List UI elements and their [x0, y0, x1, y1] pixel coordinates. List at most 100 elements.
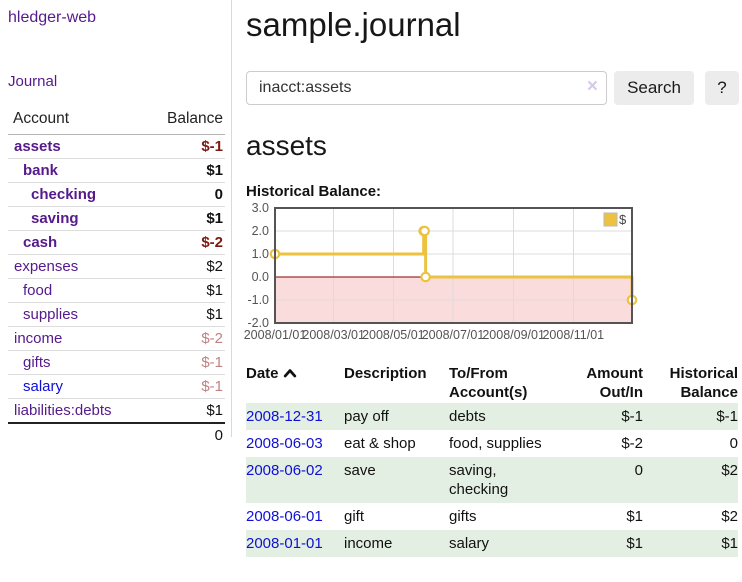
- register-header-amount: Amount Out/In: [586, 365, 643, 401]
- sidebar-account-row: income $-2: [8, 327, 225, 351]
- sidebar-account-gifts[interactable]: gifts: [23, 354, 51, 371]
- account-balance-value: 0: [214, 186, 223, 203]
- register-header-row: Date Description To/From Account(s) Amou…: [246, 363, 738, 403]
- data-point-marker: [420, 271, 431, 283]
- y-tick-label: -2.0: [247, 316, 269, 330]
- transaction-date-link[interactable]: 2008-06-03: [246, 435, 323, 452]
- account-balance-value: $1: [206, 402, 223, 419]
- sidebar-account-salary[interactable]: salary: [23, 378, 64, 395]
- account-balance-value: $-1: [201, 378, 223, 395]
- main-content: sample.journal × Search ? assets Histori…: [232, 0, 741, 557]
- legend-swatch: [603, 212, 618, 227]
- account-balance-value: $1: [206, 210, 223, 227]
- account-balance-value: $1: [206, 282, 223, 299]
- x-tick-label: 2008/05/01: [362, 328, 425, 342]
- sidebar-account-cash[interactable]: cash: [23, 234, 58, 251]
- sidebar-account-saving[interactable]: saving: [31, 210, 79, 227]
- sidebar: hledger-web Journal Account Balance asse…: [0, 0, 232, 444]
- sidebar-account-assets[interactable]: assets: [14, 138, 61, 155]
- register-row: 2008-12-31 pay off debts $-1 $-1: [246, 403, 738, 430]
- transaction-balance: 0: [729, 435, 738, 452]
- transaction-balance: $2: [643, 457, 738, 503]
- search-input[interactable]: [246, 71, 607, 105]
- transaction-accounts: salary: [449, 530, 559, 557]
- transaction-description: pay off: [344, 403, 449, 430]
- y-tick-label: 1.0: [252, 247, 269, 261]
- sidebar-account-food[interactable]: food: [23, 282, 53, 299]
- account-balance-value: $1: [206, 306, 223, 323]
- sidebar-account-row: food $1: [8, 279, 225, 303]
- sidebar-account-row: expenses $2: [8, 255, 225, 279]
- transaction-balance: $2: [721, 508, 738, 525]
- sidebar-account-bank[interactable]: bank: [23, 162, 59, 179]
- app-brand-link[interactable]: hledger-web: [8, 9, 97, 26]
- transaction-amount: $1: [626, 508, 643, 525]
- register-header-accounts: To/From Account(s): [449, 365, 528, 401]
- transaction-amount: $-1: [559, 403, 643, 430]
- register-row: 2008-06-03 eat & shop food, supplies $-2 0: [246, 430, 738, 457]
- sidebar-account-row: assets $-1: [8, 135, 225, 159]
- register-header-description: Description: [344, 365, 427, 382]
- sidebar-account-liabilities-debts[interactable]: liabilities:debts: [14, 402, 112, 419]
- sidebar-account-row: bank $1: [8, 159, 225, 183]
- sidebar-account-checking[interactable]: checking: [31, 186, 97, 203]
- x-tick-label: 2008/01/01: [244, 328, 307, 342]
- accounts-total-row: 0: [8, 422, 225, 447]
- x-tick-label: 2008/11/01: [542, 328, 604, 342]
- clear-search-icon[interactable]: ×: [586, 76, 598, 97]
- x-tick-label: 2008/03/01: [302, 328, 365, 342]
- transaction-accounts: gifts: [449, 508, 477, 525]
- sidebar-account-supplies[interactable]: supplies: [23, 306, 79, 323]
- transaction-accounts: saving, checking: [449, 457, 559, 503]
- transaction-balance: $1: [643, 530, 738, 557]
- register-header-balance: Historical Balance: [669, 365, 738, 401]
- accounts-total-value: 0: [214, 427, 223, 444]
- sidebar-account-row: salary $-1: [8, 375, 225, 399]
- data-point-marker: [419, 225, 430, 237]
- register-table: Date Description To/From Account(s) Amou…: [246, 363, 738, 557]
- transaction-amount: $1: [559, 530, 643, 557]
- y-tick-label: -1.0: [247, 293, 269, 307]
- transaction-description: save: [344, 457, 449, 503]
- transaction-description: gift: [344, 508, 365, 525]
- y-tick-label: 3.0: [252, 201, 269, 215]
- register-header-date[interactable]: Date: [246, 363, 344, 403]
- accounts-balance-table: Account Balance assets $-1 bank $1 checking 0…: [8, 107, 225, 447]
- account-balance-value: $1: [206, 162, 223, 179]
- transaction-date-link[interactable]: 2008-06-01: [246, 508, 323, 525]
- legend-label: $: [619, 212, 627, 227]
- account-balance-value: $-1: [201, 138, 223, 155]
- register-row: 2008-06-02 save saving, checking 0 $2: [246, 457, 738, 503]
- transaction-date-link[interactable]: 2008-01-01: [246, 535, 323, 552]
- chart-title: Historical Balance:: [246, 183, 382, 200]
- account-balance-value: $-1: [201, 354, 223, 371]
- transaction-date-link[interactable]: 2008-06-02: [246, 462, 323, 479]
- transaction-accounts: debts: [449, 403, 559, 430]
- transaction-accounts: food, supplies: [449, 435, 542, 452]
- search-button[interactable]: Search: [614, 71, 694, 105]
- transaction-description: eat & shop: [344, 435, 416, 452]
- current-account-heading: assets: [246, 130, 327, 161]
- sidebar-account-row: checking 0: [8, 183, 225, 207]
- account-column-header: Account: [13, 110, 70, 127]
- sort-ascending-icon: [283, 369, 296, 378]
- x-tick-label: 2008/07/01: [422, 328, 485, 342]
- sidebar-account-row: supplies $1: [8, 303, 225, 327]
- sidebar-account-row: gifts $-1: [8, 351, 225, 375]
- historical-balance-chart[interactable]: $3.0 2.0 1.0 0.0 -1.0 -2.02008/01/012008/03/0…: [244, 201, 638, 342]
- balance-column-header: Balance: [166, 110, 223, 127]
- transaction-amount: $-2: [621, 435, 643, 452]
- sidebar-item-journal[interactable]: Journal: [8, 73, 58, 90]
- transaction-date-link[interactable]: 2008-12-31: [246, 408, 323, 425]
- transaction-amount: 0: [559, 457, 643, 503]
- register-row: 2008-06-01 gift gifts $1 $2: [246, 503, 738, 530]
- sidebar-account-row: saving $1: [8, 207, 225, 231]
- sidebar-account-expenses[interactable]: expenses: [14, 258, 79, 275]
- account-balance-value: $-2: [201, 330, 223, 347]
- transaction-description: income: [344, 530, 449, 557]
- sidebar-account-row: liabilities:debts $1: [8, 399, 225, 422]
- accounts-rows: assets $-1 bank $1 checking 0 saving $1 cash $-2 e…: [8, 135, 225, 422]
- sidebar-account-income[interactable]: income: [14, 330, 63, 347]
- y-tick-label: 2.0: [252, 224, 269, 238]
- help-button[interactable]: ?: [705, 71, 739, 105]
